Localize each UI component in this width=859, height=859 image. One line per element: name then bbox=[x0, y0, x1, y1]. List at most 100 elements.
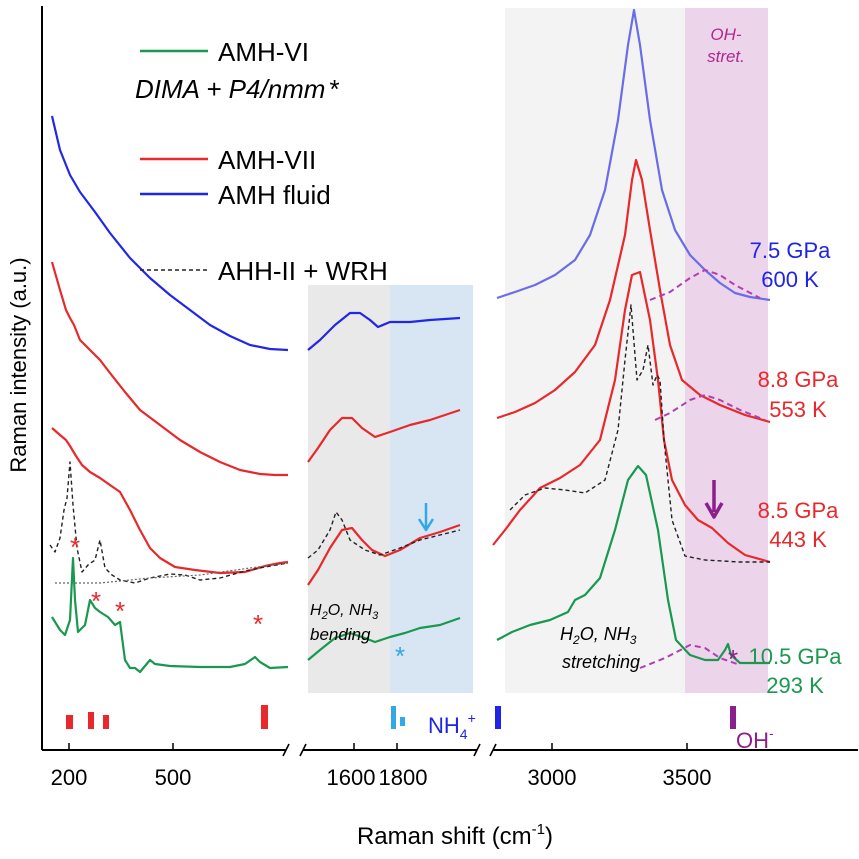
oh-fit-553 bbox=[654, 394, 766, 421]
low-amh6-spectrum bbox=[51, 556, 289, 674]
red-marker-4 bbox=[261, 705, 268, 729]
oh-main: OH bbox=[736, 728, 769, 753]
nh4-sup: + bbox=[468, 710, 476, 726]
blue-marker-1 bbox=[391, 706, 396, 729]
legend: AMH-VI DIMA + P4/nmm * AMH-VII AMH fluid … bbox=[135, 37, 388, 286]
blue-marker-2 bbox=[400, 717, 405, 726]
tick-label-500: 500 bbox=[155, 765, 192, 790]
asterisk-1: * bbox=[70, 532, 80, 562]
asterisk-6: * bbox=[728, 644, 738, 674]
pressure-label-4: 10.5 GPa bbox=[749, 644, 843, 669]
bending-amh7-443-spectrum bbox=[307, 523, 461, 586]
bending-formula-sub2: 3 bbox=[372, 610, 379, 622]
shaded-regions bbox=[308, 8, 768, 693]
stretching-spectra bbox=[492, 8, 771, 669]
oh-sup: - bbox=[769, 725, 774, 741]
stretching-gray-region bbox=[505, 8, 685, 693]
stretch-dashed-reference bbox=[509, 304, 770, 563]
red-marker-2 bbox=[88, 712, 94, 729]
axes bbox=[41, 6, 858, 751]
axis-break-1b bbox=[299, 743, 307, 757]
x-axis-label: Raman shift (cm-1) bbox=[357, 821, 553, 850]
legend-label-amh6: AMH-VI bbox=[218, 37, 309, 67]
stretching-label: stretching bbox=[562, 652, 640, 672]
purple-marker bbox=[730, 706, 736, 729]
asterisk-4: * bbox=[253, 609, 263, 639]
stretch-fluid-spectrum bbox=[496, 8, 771, 302]
stretch-amh7-553-spectrum bbox=[496, 158, 771, 424]
oh-stretch-label-2: stret. bbox=[707, 47, 745, 66]
axis-break-1a bbox=[282, 743, 290, 757]
oh-stretch-label-1: OH- bbox=[710, 25, 742, 44]
red-marker-3 bbox=[103, 715, 109, 729]
temperature-label-4: 293 K bbox=[766, 673, 824, 698]
nh4-sub: 4 bbox=[460, 726, 468, 742]
low-fluid-spectrum bbox=[50, 115, 289, 352]
low-dashed-reference bbox=[49, 461, 289, 584]
nh4-label: NH4+ bbox=[428, 710, 476, 742]
legend-label-ahh: AHH-II + WRH bbox=[218, 256, 388, 286]
bending-formula-h: H bbox=[310, 602, 322, 619]
low-amh7-443-spectrum bbox=[51, 427, 289, 575]
legend-sublabel-asterisk: * bbox=[329, 74, 339, 104]
temperature-label-2: 553 K bbox=[769, 397, 827, 422]
tick-label-1600: 1600 bbox=[327, 765, 376, 790]
x-axis-label-main: Raman shift (cm bbox=[357, 823, 532, 850]
pressure-label-2: 8.8 GPa bbox=[758, 367, 839, 392]
axis-break-2b bbox=[489, 743, 497, 757]
axis-break-2a bbox=[473, 743, 481, 757]
tick-label-3000: 3000 bbox=[528, 765, 577, 790]
x-tick-labels: 200 500 1600 1800 3000 3500 bbox=[51, 765, 712, 790]
bending-amh7-553-spectrum bbox=[307, 408, 461, 463]
stretching-formula-sub1: 2 bbox=[572, 633, 580, 647]
stretching-formula-o: O, NH bbox=[580, 624, 631, 644]
pressure-label-3: 8.5 GPa bbox=[758, 498, 839, 523]
asterisk-5: * bbox=[395, 641, 405, 671]
bending-formula-sub1: 2 bbox=[321, 610, 328, 622]
asterisk-2: * bbox=[91, 586, 101, 616]
stretching-formula: H2O, NH3 bbox=[560, 624, 637, 647]
bending-gray-region bbox=[308, 285, 390, 693]
y-axis-label: Raman intensity (a.u.) bbox=[6, 257, 31, 472]
axis-breaks bbox=[282, 743, 497, 757]
temperature-label-3: 443 K bbox=[769, 527, 827, 552]
bending-blue-region bbox=[390, 285, 473, 693]
tick-label-200: 200 bbox=[51, 765, 88, 790]
bending-fluid-spectrum bbox=[307, 311, 461, 351]
purple-arrow bbox=[704, 480, 724, 519]
tick-label-1800: 1800 bbox=[379, 765, 428, 790]
bending-formula-o: O, NH bbox=[328, 602, 373, 619]
legend-label-amh7: AMH-VII bbox=[218, 145, 316, 175]
low-baseline bbox=[55, 562, 289, 584]
oh-fit-fluid bbox=[649, 269, 761, 301]
tick-label-3500: 3500 bbox=[663, 765, 712, 790]
asterisks: * * * * * * bbox=[70, 532, 738, 674]
reference-markers bbox=[66, 705, 736, 729]
stretching-formula-sub2: 3 bbox=[630, 633, 637, 647]
bending-label: bending bbox=[310, 625, 371, 644]
oh-label: OH- bbox=[736, 725, 774, 753]
oh-stretch-region bbox=[685, 8, 768, 693]
blue-marker-3 bbox=[495, 706, 501, 729]
low-amh7-553-spectrum bbox=[50, 261, 288, 477]
low-frequency-spectra bbox=[49, 115, 289, 674]
bending-spectra bbox=[307, 311, 461, 661]
x-axis-label-sup: -1 bbox=[532, 821, 545, 838]
legend-label-fluid: AMH fluid bbox=[218, 180, 331, 210]
red-marker-1 bbox=[66, 715, 73, 729]
x-ticks bbox=[68, 743, 688, 750]
stretch-amh7-443-spectrum bbox=[492, 270, 771, 564]
stretching-formula-h: H bbox=[560, 624, 574, 644]
bending-amh6-spectrum bbox=[307, 616, 461, 661]
bending-blue-arrow bbox=[417, 503, 435, 532]
pressure-label-1: 7.5 GPa bbox=[750, 238, 831, 263]
nh4-main: NH bbox=[428, 713, 460, 738]
condition-labels: 7.5 GPa 600 K 8.8 GPa 553 K 8.5 GPa 443 … bbox=[749, 238, 843, 698]
bending-formula: H2O, NH3 bbox=[310, 602, 379, 622]
stretch-amh6-spectrum bbox=[496, 464, 770, 665]
temperature-label-1: 600 K bbox=[761, 267, 819, 292]
asterisk-3: * bbox=[115, 596, 125, 626]
legend-sublabel-amh6: DIMA + P4/nmm * bbox=[135, 74, 340, 104]
legend-sublabel-text: DIMA + P4/nmm bbox=[135, 74, 325, 104]
